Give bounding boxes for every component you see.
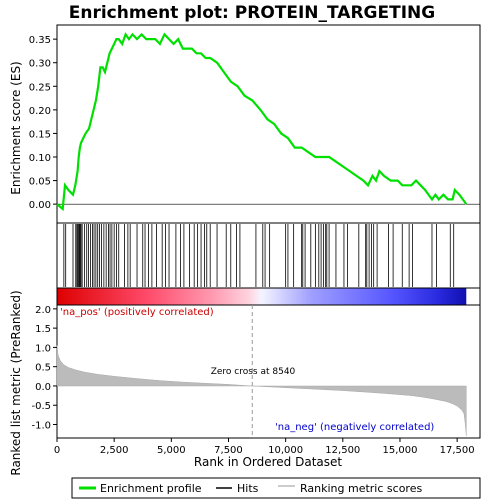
na-pos-label: 'na_pos' (positively correlated) bbox=[60, 307, 214, 318]
zero-cross-label: Zero cross at 8540 bbox=[211, 367, 296, 377]
x-tick-label: 17,500 bbox=[440, 445, 475, 456]
es-y-tick-label: 0.35 bbox=[29, 35, 51, 46]
na-neg-label: 'na_neg' (negatively correlated) bbox=[275, 422, 434, 433]
x-tick-label: 5,000 bbox=[157, 445, 186, 456]
es-y-tick-label: 0.30 bbox=[29, 59, 51, 70]
metric-axis-label: Ranked list metric (PreRanked) bbox=[9, 290, 23, 475]
ranking-metric-area bbox=[56, 345, 467, 437]
x-tick-label: 0 bbox=[54, 445, 60, 456]
es-y-tick-label: 0.20 bbox=[29, 106, 51, 117]
es-plot-frame bbox=[56, 24, 481, 224]
legend-hits-label: Hits bbox=[237, 482, 259, 495]
metric-y-tick-label: 2.0 bbox=[35, 305, 51, 316]
es-y-tick-label: 0.25 bbox=[29, 82, 51, 93]
es-y-tick-label: 0.05 bbox=[29, 177, 51, 188]
x-tick-label: 7,500 bbox=[214, 445, 243, 456]
es-y-tick-label: 0.10 bbox=[29, 153, 51, 164]
es-y-tick-label: 0.15 bbox=[29, 129, 51, 140]
legend-metric-label: Ranking metric scores bbox=[300, 482, 422, 495]
enrichment-profile-line bbox=[56, 32, 468, 212]
metric-y-tick-label: -1.0 bbox=[31, 421, 51, 432]
hits-frame bbox=[56, 222, 481, 289]
legend: Enrichment profile Hits Ranking metric s… bbox=[71, 477, 481, 499]
x-tick-label: 12,500 bbox=[325, 445, 360, 456]
metric-y-tick-label: 0.5 bbox=[35, 363, 51, 374]
x-tick-label: 2,500 bbox=[100, 445, 129, 456]
x-tick-label: 15,000 bbox=[382, 445, 417, 456]
es-axis-label: Enrichment score (ES) bbox=[9, 61, 23, 194]
rank-color-bar bbox=[57, 288, 467, 305]
ranked-metric-panel: 2.0 1.5 1.0 0.5 0.0 -0.5 -1.0 0 2,500 5,000 7,500 1… bbox=[31, 304, 481, 456]
hits-panel bbox=[56, 222, 481, 306]
metric-y-tick-label: 1.0 bbox=[35, 343, 51, 354]
x-tick-label: 10,000 bbox=[268, 445, 303, 456]
chart-title: Enrichment plot: PROTEIN_TARGETING bbox=[69, 3, 435, 23]
es-y-tick-label: 0.00 bbox=[29, 200, 51, 211]
x-axis-label: Rank in Ordered Dataset bbox=[194, 455, 342, 469]
legend-profile-label: Enrichment profile bbox=[100, 482, 202, 495]
metric-y-tick-label: 1.5 bbox=[35, 324, 51, 335]
metric-y-tick-label: 0.0 bbox=[35, 382, 51, 393]
metric-y-tick-label: -0.5 bbox=[31, 401, 51, 412]
enrichment-score-panel: 0.00 0.05 0.10 0.15 0.20 0.25 0.30 0.35 bbox=[29, 24, 481, 224]
metric-frame bbox=[56, 304, 481, 439]
legend-box bbox=[71, 477, 481, 499]
